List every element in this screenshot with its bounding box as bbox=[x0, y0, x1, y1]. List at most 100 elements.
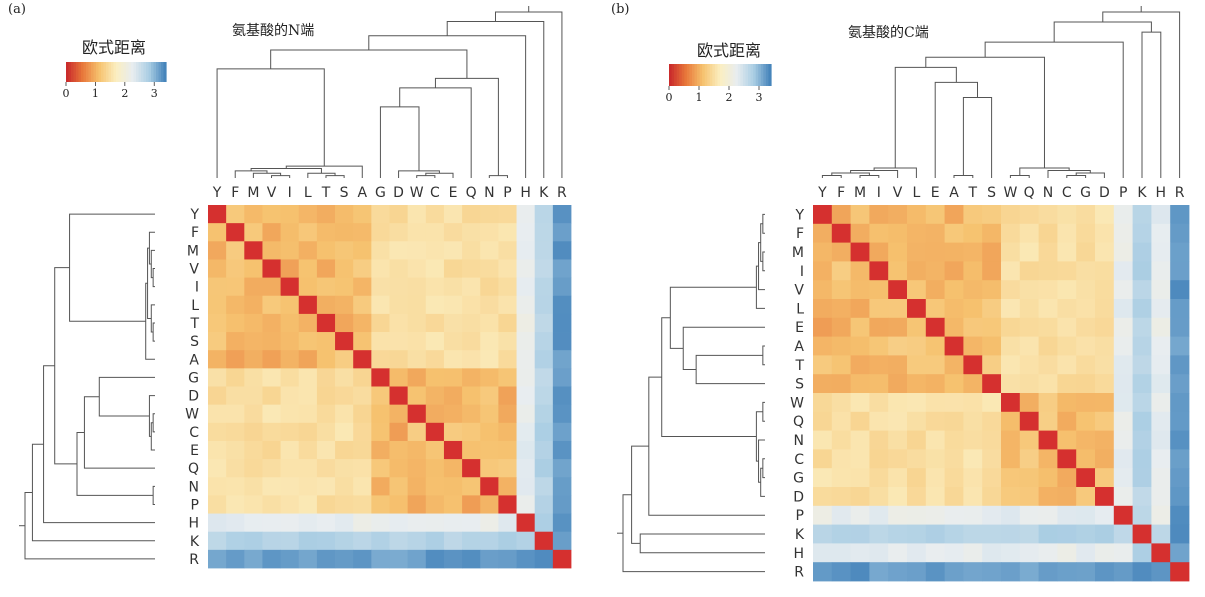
heatmap-cell bbox=[244, 313, 263, 333]
heatmap-cell bbox=[316, 549, 336, 569]
heatmap-cell bbox=[1151, 411, 1171, 431]
dendrogram-branch bbox=[270, 49, 468, 79]
dendrogram-branch bbox=[762, 251, 765, 272]
heatmap-cell bbox=[925, 299, 945, 319]
row-label: L bbox=[796, 301, 804, 317]
heatmap-cell bbox=[208, 531, 227, 551]
heatmap-cell bbox=[316, 422, 336, 442]
heatmap-cell bbox=[869, 355, 889, 375]
heatmap-cell bbox=[389, 459, 409, 478]
heatmap-cell bbox=[316, 313, 336, 333]
heatmap-cell bbox=[480, 459, 499, 478]
heatmap-cell bbox=[1170, 449, 1190, 469]
heatmap-cell bbox=[1132, 261, 1152, 281]
column-label: Q bbox=[466, 185, 477, 201]
row-label: A bbox=[794, 339, 804, 355]
heatmap-cell bbox=[907, 524, 927, 544]
heatmap-cell bbox=[353, 440, 372, 460]
heatmap-cell bbox=[280, 259, 300, 278]
heatmap-cell bbox=[1132, 487, 1152, 507]
heatmap-cell bbox=[907, 487, 927, 507]
heatmap-cell bbox=[1076, 336, 1096, 356]
heatmap-cell bbox=[1076, 505, 1096, 525]
heatmap-cell bbox=[443, 295, 463, 315]
dendrogram-branch bbox=[639, 533, 765, 554]
heatmap-cell bbox=[280, 277, 300, 297]
heatmap-cell bbox=[831, 374, 851, 394]
heatmap-cell bbox=[1113, 393, 1133, 413]
heatmap-cell bbox=[831, 468, 851, 488]
heatmap-cell bbox=[316, 350, 336, 369]
dendrogram-branch bbox=[69, 213, 155, 322]
dendrogram-branch bbox=[1075, 172, 1105, 178]
heatmap-cell bbox=[1151, 317, 1171, 337]
colorbar-segment bbox=[671, 64, 675, 86]
colorbar-segment bbox=[86, 62, 90, 82]
heatmap-cell bbox=[1038, 524, 1058, 544]
heatmap-cell bbox=[925, 449, 945, 469]
heatmap-cell bbox=[1132, 280, 1152, 300]
dendrogram-branch bbox=[758, 439, 765, 483]
heatmap-cell bbox=[534, 477, 554, 496]
heatmap-cell bbox=[371, 313, 390, 333]
heatmap-cell bbox=[850, 205, 870, 225]
heatmap-cell bbox=[443, 459, 463, 478]
heatmap-cell bbox=[963, 374, 983, 394]
dendrogram-branch bbox=[755, 265, 765, 309]
heatmap-cell bbox=[813, 205, 833, 225]
heatmap-cell bbox=[1038, 280, 1058, 300]
dendrogram-branch bbox=[434, 77, 499, 176]
dendrogram-branch bbox=[398, 170, 440, 178]
heatmap-cell bbox=[389, 332, 409, 351]
heatmap-cell bbox=[389, 295, 409, 315]
heatmap-cell bbox=[1038, 374, 1058, 394]
heatmap-cell bbox=[280, 386, 300, 406]
heatmap-cell bbox=[425, 223, 445, 242]
heatmap-cell bbox=[552, 277, 572, 297]
dendrogram-branch bbox=[494, 11, 563, 178]
heatmap-cell bbox=[1038, 505, 1058, 525]
dendrogram-branch bbox=[446, 20, 545, 178]
heatmap-cell bbox=[1057, 543, 1077, 563]
heatmap-cell bbox=[850, 242, 870, 262]
colorbar-segment bbox=[753, 64, 757, 86]
heatmap-cell bbox=[1132, 393, 1152, 413]
heatmap-cell bbox=[407, 241, 427, 260]
row-label: F bbox=[796, 226, 804, 242]
heatmap-cell bbox=[262, 531, 281, 551]
row-label: I bbox=[800, 264, 804, 280]
heatmap-cell bbox=[480, 440, 499, 460]
heatmap-cell bbox=[944, 336, 964, 356]
heatmap-cell bbox=[425, 404, 445, 424]
heatmap-cell bbox=[831, 336, 851, 356]
heatmap-cell bbox=[925, 280, 945, 300]
heatmap-cell bbox=[1076, 317, 1096, 337]
heatmap-cell bbox=[353, 241, 372, 260]
heatmap-cell bbox=[552, 513, 572, 533]
heatmap-cell bbox=[813, 374, 833, 394]
heatmap-cell bbox=[443, 549, 463, 569]
heatmap-cell bbox=[371, 531, 390, 551]
heatmap-cell bbox=[907, 449, 927, 469]
heatmap-cell bbox=[244, 277, 263, 297]
heatmap-cell bbox=[407, 332, 427, 351]
heatmap-cell bbox=[516, 549, 536, 569]
heatmap-cell bbox=[425, 368, 445, 387]
heatmap-cell bbox=[498, 477, 517, 496]
heatmap-cell bbox=[480, 386, 499, 406]
dendrogram-branch bbox=[1066, 174, 1087, 178]
heatmap-cell bbox=[280, 459, 300, 478]
heatmap-cell bbox=[1076, 524, 1096, 544]
heatmap-cell bbox=[244, 368, 263, 387]
heatmap-cell bbox=[353, 549, 372, 569]
column-label: L bbox=[912, 185, 920, 201]
heatmap-cell bbox=[982, 261, 1002, 281]
heatmap-cell bbox=[516, 313, 536, 333]
heatmap-cell bbox=[888, 280, 908, 300]
colorbar-segment bbox=[707, 64, 711, 86]
heatmap-cell bbox=[850, 355, 870, 375]
heatmap-cell bbox=[1076, 261, 1096, 281]
heatmap-cell bbox=[888, 562, 908, 582]
heatmap-cell bbox=[963, 449, 983, 469]
heatmap-cell bbox=[1076, 430, 1096, 450]
